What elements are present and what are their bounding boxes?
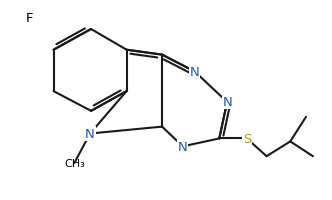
- Text: N: N: [85, 127, 95, 140]
- Text: N: N: [178, 140, 188, 153]
- Text: CH₃: CH₃: [64, 158, 85, 168]
- Text: S: S: [243, 132, 251, 145]
- Text: N: N: [222, 96, 232, 109]
- Text: F: F: [26, 12, 34, 25]
- Text: N: N: [190, 66, 200, 79]
